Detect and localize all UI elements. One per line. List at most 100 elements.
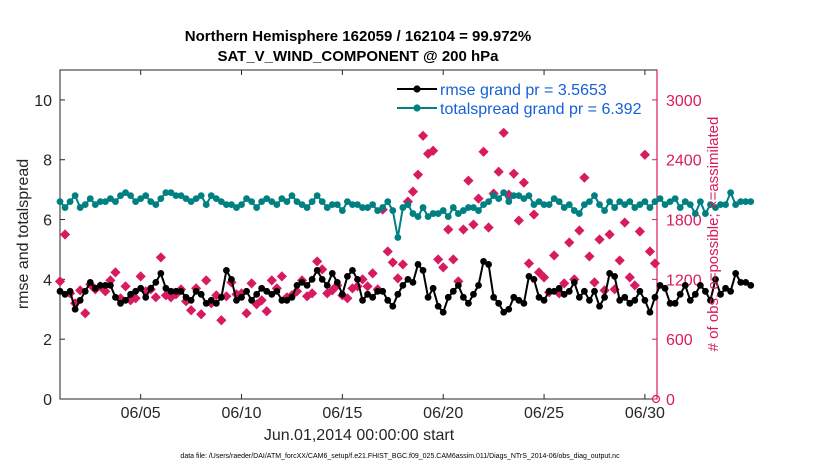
rmse-point xyxy=(61,290,69,298)
x-tick-label: 06/20 xyxy=(423,405,463,422)
rmse-point xyxy=(681,281,689,289)
totalspread-point xyxy=(61,204,69,211)
obs-point xyxy=(574,225,585,236)
totalspread-point xyxy=(202,201,210,208)
obs-point xyxy=(508,168,519,179)
totalspread-point xyxy=(192,195,200,203)
obs-point xyxy=(312,256,323,267)
totalspread-point xyxy=(147,198,155,206)
totalspread-point xyxy=(636,201,644,208)
totalspread-point xyxy=(323,204,331,211)
rmse-point xyxy=(696,281,704,289)
rmse-point xyxy=(374,287,382,295)
obs-point xyxy=(463,175,474,186)
rmse-point xyxy=(323,281,331,289)
totalspread-point xyxy=(449,204,457,211)
totalspread-point xyxy=(621,201,629,208)
rmse-series xyxy=(56,258,755,316)
totalspread-point xyxy=(349,201,356,208)
rmse-point xyxy=(76,296,84,304)
rmse-point xyxy=(676,290,684,298)
totalspread-point xyxy=(112,198,119,206)
totalspread-point xyxy=(222,201,230,208)
rmse-point xyxy=(258,284,266,292)
totalspread-point xyxy=(278,195,286,203)
rmse-point xyxy=(202,299,210,307)
rmse-point xyxy=(101,281,109,289)
totalspread-point xyxy=(212,195,220,203)
y-right-tick-label: 600 xyxy=(666,332,693,349)
totalspread-point xyxy=(197,192,205,200)
totalspread-point xyxy=(394,234,402,241)
rmse-point xyxy=(399,281,407,289)
totalspread-point xyxy=(344,198,351,206)
y-right-tick-label: 0 xyxy=(666,392,675,409)
totalspread-point xyxy=(470,204,477,211)
y-left-tick-label: 10 xyxy=(34,93,52,110)
rmse-point xyxy=(394,290,402,298)
obs-point xyxy=(433,254,444,265)
totalspread-point xyxy=(454,210,462,217)
totalspread-point xyxy=(575,210,583,217)
totalspread-point xyxy=(601,207,608,214)
rmse-point xyxy=(737,278,745,286)
rmse-point xyxy=(580,287,588,295)
y-axis-right-label: # of obs: o=possible; ×=assimilated xyxy=(705,117,722,352)
rmse-point xyxy=(691,290,699,298)
y-left-tick-label: 4 xyxy=(43,272,52,289)
y-left-tick-label: 0 xyxy=(43,392,52,409)
rmse-point xyxy=(359,296,366,304)
totalspread-point xyxy=(258,198,266,206)
totalspread-point xyxy=(646,204,654,211)
totalspread-point xyxy=(490,192,498,200)
rmse-point xyxy=(641,296,649,304)
rmse-point xyxy=(586,296,593,304)
totalspread-point xyxy=(696,198,704,206)
totalspread-point xyxy=(591,192,598,200)
y-right-tick-label: 2400 xyxy=(666,153,702,170)
totalspread-point xyxy=(86,195,94,203)
rmse-point xyxy=(520,299,528,307)
totalspread-point xyxy=(656,195,664,203)
totalspread-point xyxy=(268,198,276,206)
totalspread-point xyxy=(580,201,588,208)
rmse-point xyxy=(500,308,508,316)
rmse-point xyxy=(555,284,563,292)
rmse-point xyxy=(313,266,321,274)
rmse-point xyxy=(66,287,74,295)
totalspread-point xyxy=(661,201,669,208)
totalspread-point xyxy=(243,195,250,203)
totalspread-point xyxy=(596,201,603,208)
totalspread-point xyxy=(167,189,175,197)
totalspread-point xyxy=(465,204,472,211)
totalspread-point xyxy=(91,201,99,208)
rmse-point xyxy=(616,296,624,304)
rmse-point xyxy=(389,302,397,310)
rmse-point xyxy=(631,296,639,304)
x-tick-label: 06/05 xyxy=(121,405,161,422)
obs-point xyxy=(493,166,504,177)
rmse-point xyxy=(490,293,498,301)
totalspread-point xyxy=(737,198,745,206)
obs-point xyxy=(150,292,161,303)
totalspread-point xyxy=(480,201,487,208)
rmse-point xyxy=(449,287,457,295)
rmse-point xyxy=(626,299,634,307)
totalspread-point xyxy=(651,198,659,206)
legend: rmse grand pr = 3.5653 totalspread grand… xyxy=(397,82,642,118)
obs-point xyxy=(155,252,166,263)
totalspread-point xyxy=(369,201,377,208)
obs-point xyxy=(216,315,227,326)
totalspread-point xyxy=(555,198,563,206)
obs-point xyxy=(266,275,277,286)
rmse-point xyxy=(485,261,492,268)
y-right-tick-label: 1800 xyxy=(666,213,702,230)
rmse-point xyxy=(228,275,235,283)
rmse-point xyxy=(535,293,543,301)
totalspread-point xyxy=(530,201,538,208)
rmse-point xyxy=(167,287,175,295)
rmse-point xyxy=(707,296,714,304)
rmse-point xyxy=(349,266,356,274)
obs-point xyxy=(448,254,459,265)
totalspread-point xyxy=(515,192,523,200)
